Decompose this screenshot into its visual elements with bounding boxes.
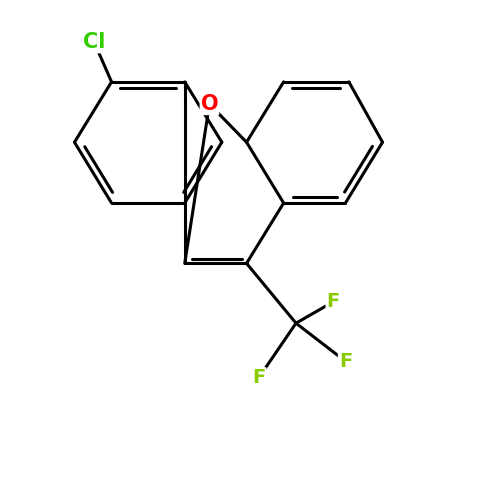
Text: O: O [200,94,218,114]
Text: F: F [326,292,340,312]
Text: F: F [252,368,266,387]
Text: Cl: Cl [83,32,106,52]
Text: F: F [339,352,352,371]
